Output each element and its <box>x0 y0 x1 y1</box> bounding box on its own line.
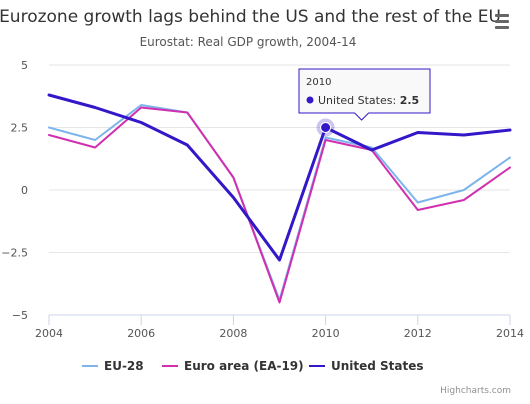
legend-item-2[interactable]: Euro area (EA-19) <box>162 359 304 373</box>
y-axis-labels: 5 2.5 0 −2.5 −5 <box>1 59 28 322</box>
series-lines <box>47 93 512 304</box>
tooltip: 2010 United States: 2.5 <box>298 68 431 137</box>
x-tick-label: 2012 <box>404 327 432 340</box>
legend: EU-28 Euro area (EA-19) United States <box>82 359 424 373</box>
credits-link[interactable]: Highcharts.com <box>440 386 511 396</box>
y-tick-label: −5 <box>12 309 28 322</box>
series-line-3[interactable] <box>47 93 512 262</box>
x-tick-label: 2008 <box>219 327 247 340</box>
tooltip-value: 2.5 <box>400 94 420 107</box>
tooltip-series-dot <box>306 96 314 104</box>
tooltip-series-name: United States <box>318 94 393 107</box>
legend-item-1[interactable]: EU-28 <box>82 359 144 373</box>
tooltip-x-label: 2010 <box>306 77 331 88</box>
chart-context-menu-button[interactable] <box>490 12 512 34</box>
x-axis: 2004 2006 2008 2010 2012 2014 <box>35 314 524 340</box>
y-tick-label: 2.5 <box>11 122 29 135</box>
x-tick-label: 2006 <box>127 327 155 340</box>
legend-item-3[interactable]: United States <box>309 359 424 373</box>
legend-label: EU-28 <box>104 359 144 373</box>
hover-point[interactable] <box>320 122 332 133</box>
chart-subtitle: Eurostat: Real GDP growth, 2004-14 <box>140 35 357 49</box>
hamburger-menu-icon <box>495 14 509 29</box>
x-tick-label: 2004 <box>35 327 63 340</box>
tooltip-series-text: United States: 2.5 <box>318 94 419 107</box>
x-tick-label: 2010 <box>312 327 340 340</box>
y-tick-label: −2.5 <box>1 247 28 260</box>
tooltip-separator: : <box>393 94 400 107</box>
x-tick-label: 2014 <box>496 327 524 340</box>
y-gridlines <box>49 64 510 316</box>
series-line-2[interactable] <box>48 106 511 304</box>
legend-label: Euro area (EA-19) <box>184 359 304 373</box>
y-tick-label: 5 <box>21 59 28 72</box>
y-tick-label: 0 <box>21 184 28 197</box>
legend-label: United States <box>331 359 424 373</box>
chart-title: Eurozone growth lags behind the US and t… <box>0 7 501 27</box>
tooltip-box <box>298 68 431 121</box>
